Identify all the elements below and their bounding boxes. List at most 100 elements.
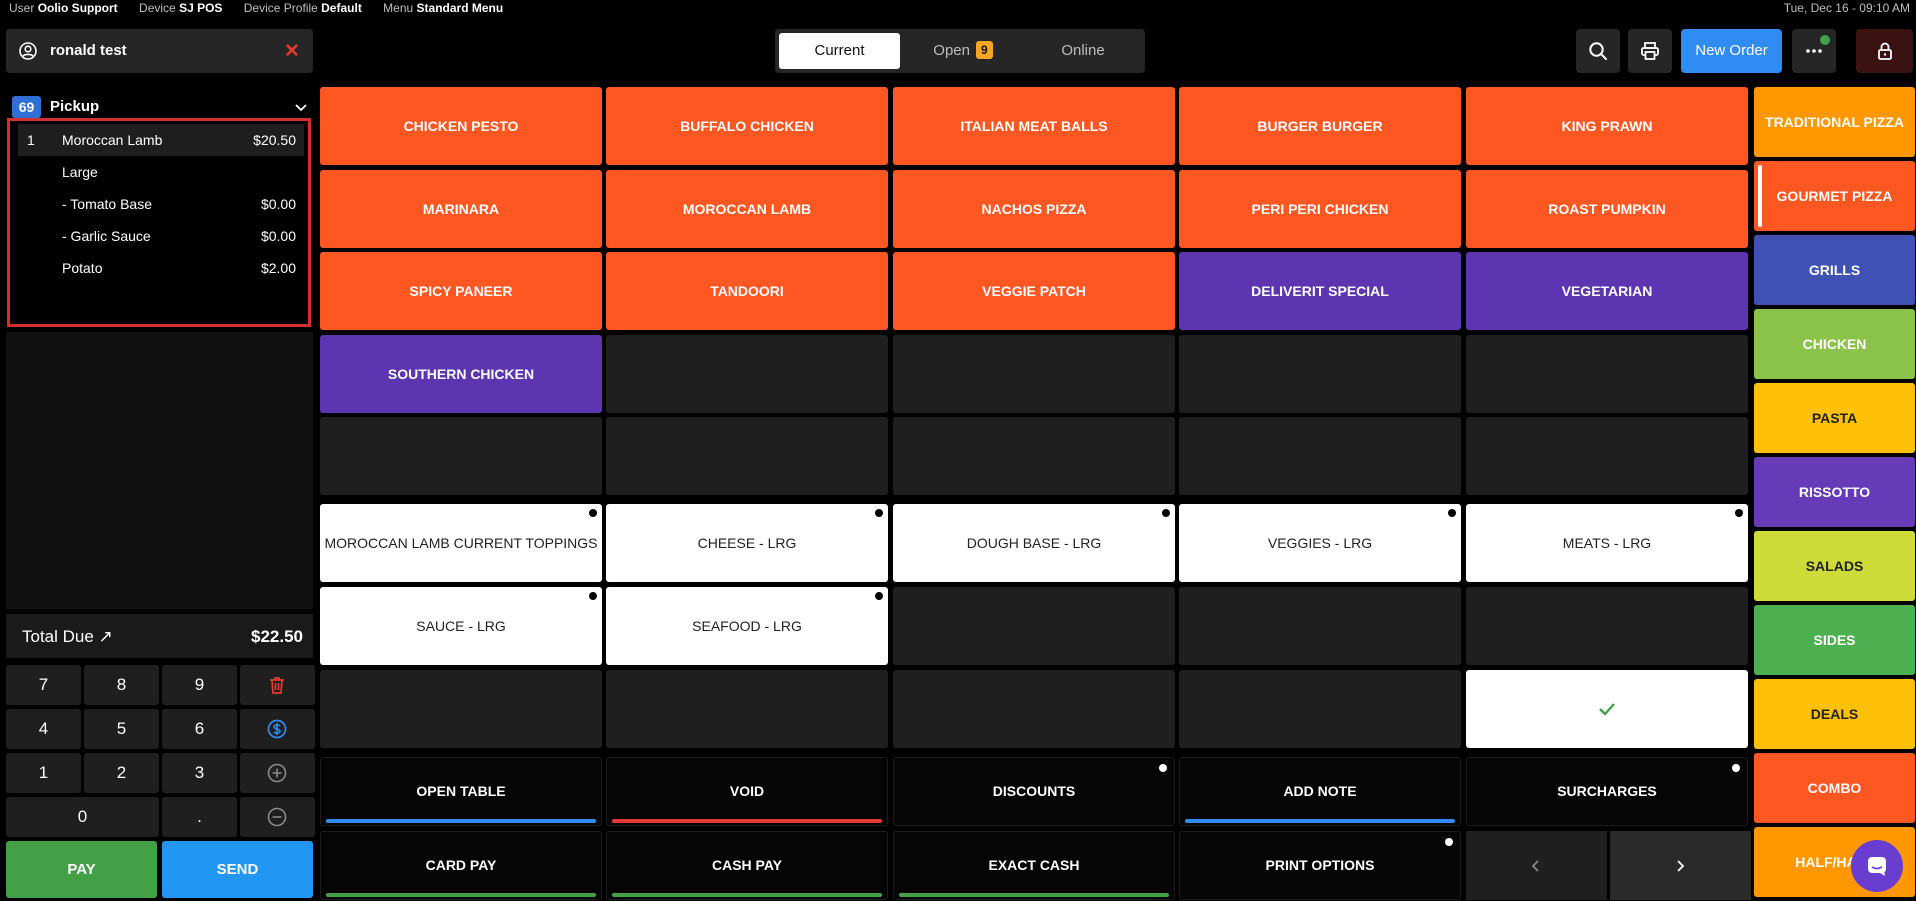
tab-current[interactable]: Current xyxy=(779,33,900,69)
menu-item[interactable]: SPICY PANEER xyxy=(320,252,602,330)
order-line[interactable]: Potato $2.00 xyxy=(18,252,304,284)
menu-item[interactable]: ROAST PUMPKIN xyxy=(1466,170,1748,248)
menu-item[interactable]: ITALIAN MEAT BALLS xyxy=(893,87,1175,165)
modifier-group[interactable]: DOUGH BASE - LRG xyxy=(893,504,1175,582)
customer-field[interactable]: ronald test ✕ xyxy=(6,29,313,73)
modifier-group[interactable]: VEGGIES - LRG xyxy=(1179,504,1461,582)
category-grills[interactable]: GRILLS xyxy=(1754,235,1915,305)
clear-customer-icon[interactable]: ✕ xyxy=(284,41,300,62)
new-order-button[interactable]: New Order xyxy=(1681,29,1782,73)
menu-value: Standard Menu xyxy=(416,1,504,15)
increment-button[interactable] xyxy=(240,753,315,793)
order-tabs: Current Open 9 Online xyxy=(775,29,1145,73)
profile-label: Device Profile xyxy=(243,1,318,15)
send-button[interactable]: SEND xyxy=(162,841,313,898)
key-6[interactable]: 6 xyxy=(162,709,237,749)
order-line[interactable]: 1 Moroccan Lamb $20.50 xyxy=(18,124,304,156)
empty-slot xyxy=(606,335,888,413)
line-price: $0.00 xyxy=(260,196,296,212)
order-header[interactable]: 69 Pickup xyxy=(6,94,313,120)
tab-online[interactable]: Online xyxy=(1061,42,1105,59)
line-qty: 1 xyxy=(27,132,35,148)
add-note-button[interactable]: ADD NOTE xyxy=(1179,757,1461,826)
user-icon xyxy=(19,42,37,60)
empty-slot xyxy=(893,670,1175,748)
pay-button[interactable]: PAY xyxy=(6,841,157,898)
discounts-button[interactable]: DISCOUNTS xyxy=(893,757,1175,826)
line-name: Potato xyxy=(62,260,103,276)
print-button[interactable] xyxy=(1628,29,1672,73)
currency-button[interactable] xyxy=(240,709,315,749)
surcharges-button[interactable]: SURCHARGES xyxy=(1466,757,1748,826)
category-chicken[interactable]: CHICKEN xyxy=(1754,309,1915,379)
menu-item[interactable]: DELIVERIT SPECIAL xyxy=(1179,252,1461,330)
user-value: Oolio Support xyxy=(37,1,118,15)
menu-item[interactable]: BUFFALO CHICKEN xyxy=(606,87,888,165)
category-rissotto[interactable]: RISSOTTO xyxy=(1754,457,1915,527)
indicator-dot xyxy=(1732,764,1740,772)
modifier-group[interactable]: CHEESE - LRG xyxy=(606,504,888,582)
category-gourmet-pizza[interactable]: GOURMET PIZZA xyxy=(1754,161,1915,231)
key-decimal[interactable]: . xyxy=(162,797,237,837)
category-deals[interactable]: DEALS xyxy=(1754,679,1915,749)
confirm-button[interactable] xyxy=(1466,670,1748,748)
order-item-list: 1 Moroccan Lamb $20.50 Large - Tomato Ba… xyxy=(7,118,311,327)
tab-open-label: Open xyxy=(933,42,970,59)
modifier-group[interactable]: MOROCCAN LAMB CURRENT TOPPINGS xyxy=(320,504,602,582)
key-0[interactable]: 0 xyxy=(6,797,159,837)
modifier-label: MOROCCAN LAMB CURRENT TOPPINGS xyxy=(324,535,598,551)
modifier-group[interactable]: SAUCE - LRG xyxy=(320,587,602,665)
menu-item[interactable]: CHICKEN PESTO xyxy=(320,87,602,165)
menu-item[interactable]: KING PRAWN xyxy=(1466,87,1748,165)
cash-pay-button[interactable]: CASH PAY xyxy=(606,831,888,900)
category-combo[interactable]: COMBO xyxy=(1754,753,1915,823)
menu-item[interactable]: NACHOS PIZZA xyxy=(893,170,1175,248)
category-salads[interactable]: SALADS xyxy=(1754,531,1915,601)
key-7[interactable]: 7 xyxy=(6,665,81,705)
key-4[interactable]: 4 xyxy=(6,709,81,749)
key-8[interactable]: 8 xyxy=(84,665,159,705)
order-line[interactable]: - Garlic Sauce $0.00 xyxy=(18,220,304,252)
card-pay-button[interactable]: CARD PAY xyxy=(320,831,602,900)
chevron-down-icon[interactable] xyxy=(292,98,310,116)
chat-support-button[interactable] xyxy=(1851,840,1903,892)
menu-item[interactable]: SOUTHERN CHICKEN xyxy=(320,335,602,413)
order-line[interactable]: - Tomato Base $0.00 xyxy=(18,188,304,220)
menu-item[interactable]: MARINARA xyxy=(320,170,602,248)
category-traditional-pizza[interactable]: TRADITIONAL PIZZA xyxy=(1754,87,1915,157)
more-button[interactable] xyxy=(1792,29,1836,73)
delete-button[interactable] xyxy=(240,665,315,705)
modifier-label: VEGGIES - LRG xyxy=(1267,535,1373,551)
accent-bar xyxy=(612,819,882,823)
tab-open[interactable]: Open 9 xyxy=(907,33,1019,69)
key-3[interactable]: 3 xyxy=(162,753,237,793)
order-line[interactable]: Large xyxy=(18,156,304,188)
menu-item[interactable]: PERI PERI CHICKEN xyxy=(1179,170,1461,248)
menu-item[interactable]: TANDOORI xyxy=(606,252,888,330)
next-page-button[interactable] xyxy=(1610,831,1751,900)
action-label: PRINT OPTIONS xyxy=(1265,857,1375,873)
modifier-group[interactable]: MEATS - LRG xyxy=(1466,504,1748,582)
key-2[interactable]: 2 xyxy=(84,753,159,793)
menu-item[interactable]: BURGER BURGER xyxy=(1179,87,1461,165)
menu-item[interactable]: MOROCCAN LAMB xyxy=(606,170,888,248)
void-button[interactable]: VOID xyxy=(606,757,888,826)
action-label: VOID xyxy=(729,783,765,799)
key-5[interactable]: 5 xyxy=(84,709,159,749)
key-1[interactable]: 1 xyxy=(6,753,81,793)
category-pasta[interactable]: PASTA xyxy=(1754,383,1915,453)
menu-item[interactable]: VEGGIE PATCH xyxy=(893,252,1175,330)
modifier-group[interactable]: SEAFOOD - LRG xyxy=(606,587,888,665)
print-options-button[interactable]: PRINT OPTIONS xyxy=(1179,831,1461,900)
search-button[interactable] xyxy=(1576,29,1620,73)
line-price: $0.00 xyxy=(260,228,296,244)
exact-cash-button[interactable]: EXACT CASH xyxy=(893,831,1175,900)
lock-button[interactable] xyxy=(1856,29,1913,73)
total-due[interactable]: Total Due ↗ $22.50 xyxy=(6,614,313,658)
decrement-button[interactable] xyxy=(240,797,315,837)
key-9[interactable]: 9 xyxy=(162,665,237,705)
category-sides[interactable]: SIDES xyxy=(1754,605,1915,675)
menu-item[interactable]: VEGETARIAN xyxy=(1466,252,1748,330)
prev-page-button[interactable] xyxy=(1466,831,1607,900)
open-table-button[interactable]: OPEN TABLE xyxy=(320,757,602,826)
